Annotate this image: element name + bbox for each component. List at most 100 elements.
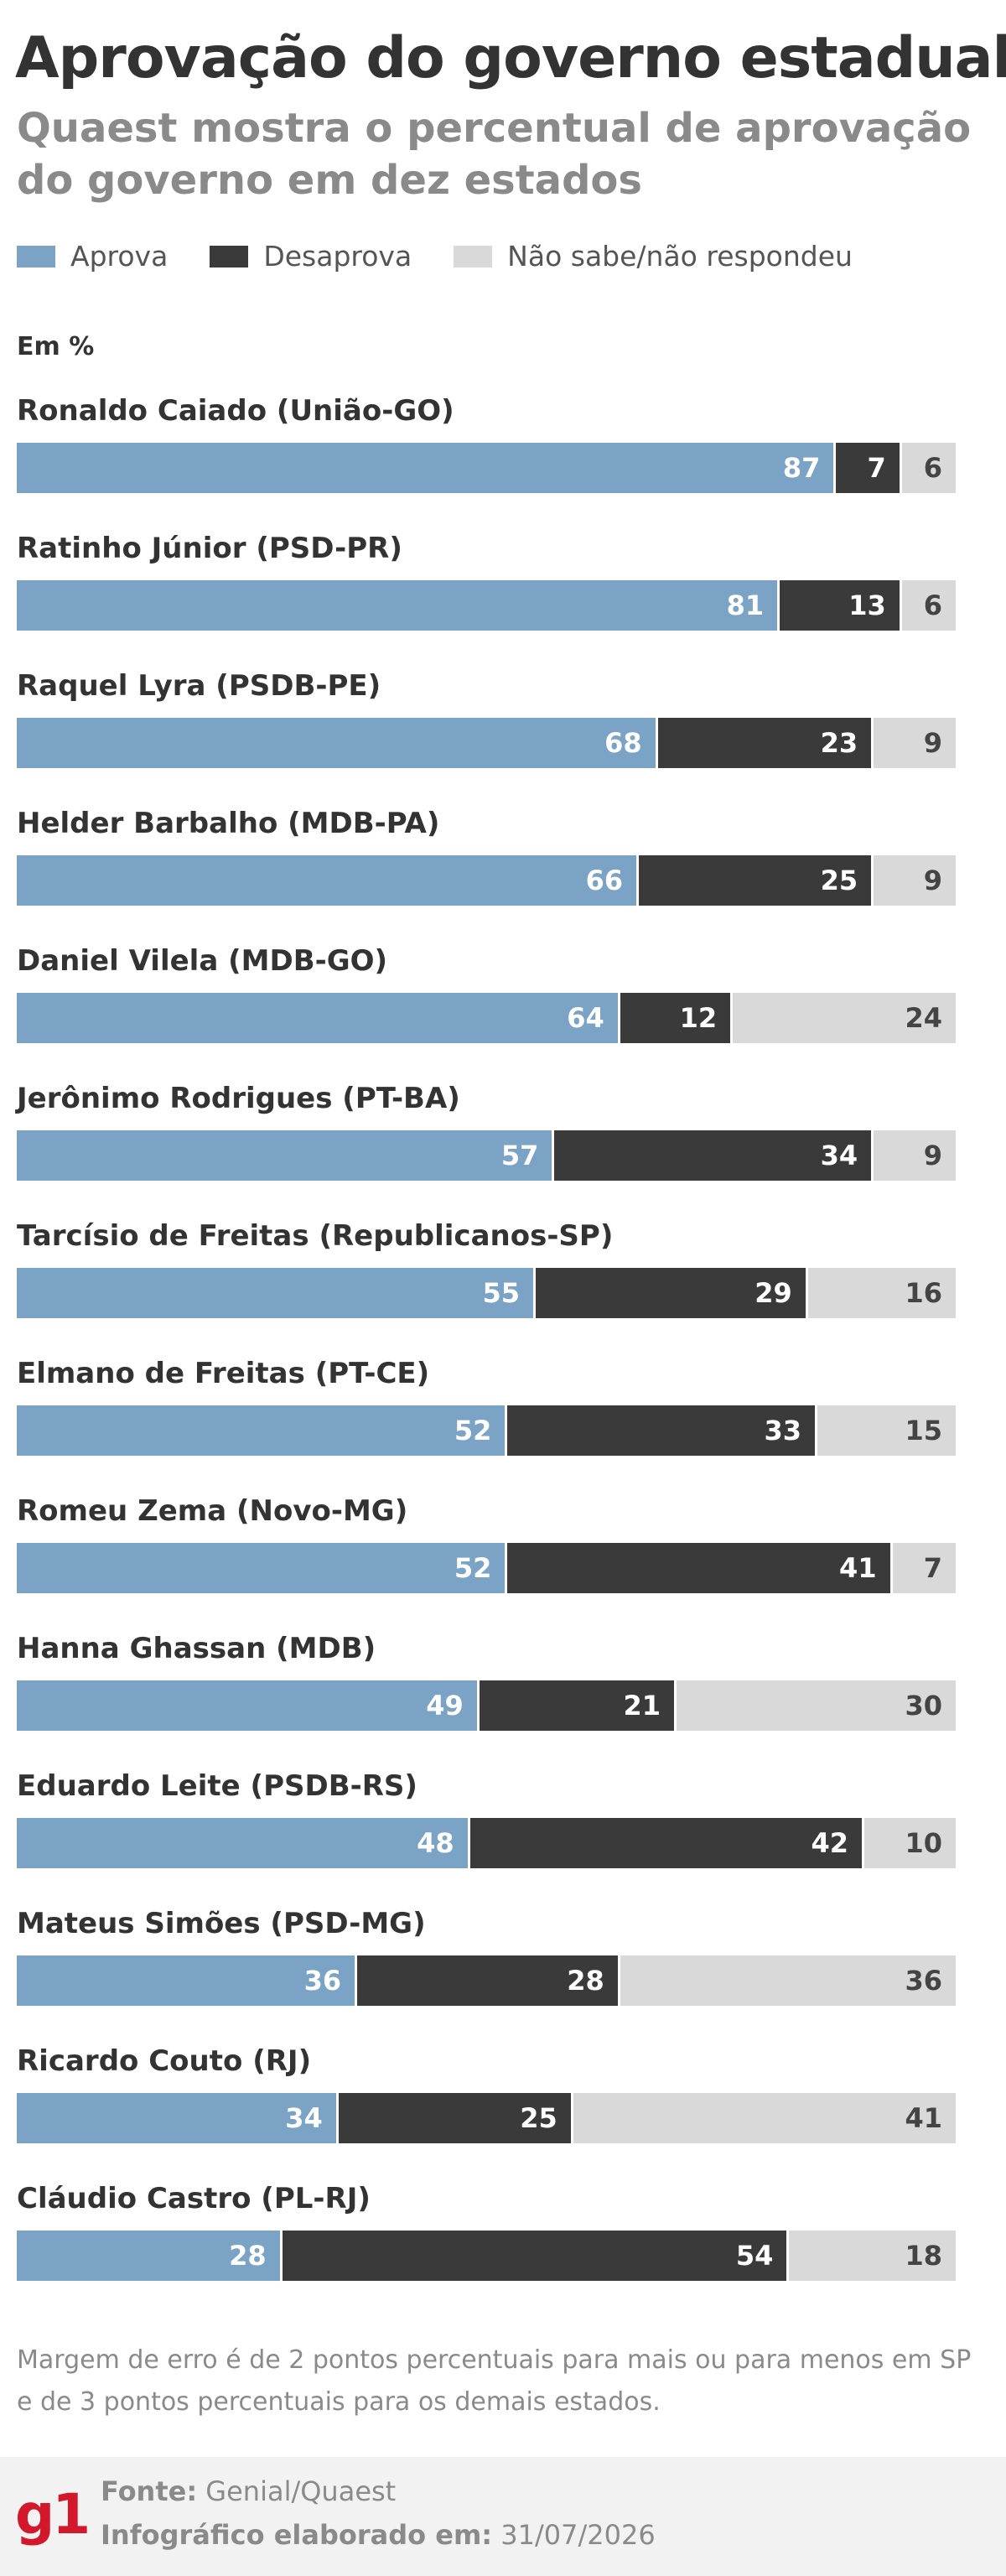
- legend-label-approve: Aprova: [70, 240, 169, 273]
- chart-row: Cláudio Castro (PL-RJ) 28 54 18: [17, 2182, 956, 2319]
- bar-disapprove: 42: [467, 1818, 862, 1868]
- legend-swatch-approve: [17, 245, 55, 267]
- stacked-bar: 68 23 9: [17, 718, 956, 768]
- data-label: 10: [905, 1827, 942, 1859]
- chart-row: Helder Barbalho (MDB-PA) 66 25 9: [17, 807, 956, 944]
- category-label: Elmano de Freitas (PT-CE): [17, 1357, 430, 1390]
- data-label: 48: [417, 1827, 454, 1859]
- chart-row: Elmano de Freitas (PT-CE) 52 33 15: [17, 1357, 956, 1494]
- chart-row: Hanna Ghassan (MDB) 49 21 30: [17, 1632, 956, 1769]
- category-label: Ricardo Couto (RJ): [17, 2044, 312, 2078]
- bar-approve: 28: [17, 2231, 280, 2281]
- bar-unknown: 30: [673, 1680, 956, 1731]
- bar-disapprove: 34: [552, 1130, 872, 1181]
- data-label: 9: [923, 865, 942, 896]
- data-label: 9: [923, 1140, 942, 1171]
- bar-approve: 48: [17, 1818, 468, 1868]
- bar-approve: 49: [17, 1680, 477, 1731]
- bar-disapprove: 13: [777, 580, 900, 631]
- category-label: Tarcísio de Freitas (Republicanos-SP): [17, 1219, 614, 1253]
- data-label: 30: [905, 1690, 942, 1722]
- category-label: Helder Barbalho (MDB-PA): [17, 807, 440, 840]
- bar-disapprove: 29: [533, 1268, 806, 1318]
- bar-unknown: 7: [889, 1543, 956, 1593]
- bar-unknown: 9: [871, 718, 956, 768]
- category-label: Cláudio Castro (PL-RJ): [17, 2182, 371, 2215]
- data-label: 25: [820, 865, 858, 896]
- bar-disapprove: 54: [279, 2231, 787, 2281]
- bar-disapprove: 23: [655, 718, 872, 768]
- legend-swatch-disapprove: [210, 245, 249, 267]
- category-label: Raquel Lyra (PSDB-PE): [17, 669, 381, 703]
- source-value: Genial/Quaest: [205, 2475, 397, 2507]
- legend-swatch-unknown: [454, 245, 493, 267]
- legend-label-unknown: Não sabe/não respondeu: [507, 240, 853, 273]
- data-label: 64: [567, 1002, 604, 1034]
- data-label: 52: [454, 1415, 492, 1446]
- bar-disapprove: 21: [476, 1680, 674, 1731]
- source-line: Fonte: Genial/Quaest: [101, 2475, 396, 2507]
- margin-of-error-note: Margem de erro é de 2 pontos percentuais…: [17, 2345, 972, 2417]
- category-label: Romeu Zema (Novo-MG): [17, 1494, 408, 1528]
- chart-row: Jerônimo Rodrigues (PT-BA) 57 34 9: [17, 1082, 956, 1219]
- category-label: Ronaldo Caiado (União-GO): [17, 394, 454, 428]
- bar-unknown: 6: [899, 580, 956, 631]
- legend: Aprova Desaprova Não sabe/não respondeu: [17, 240, 895, 273]
- data-label: 9: [923, 727, 942, 759]
- stacked-bar: 66 25 9: [17, 855, 956, 906]
- data-label: 34: [285, 2102, 323, 2134]
- data-label: 33: [764, 1415, 801, 1446]
- data-label: 18: [905, 2240, 942, 2272]
- data-label: 41: [839, 1552, 877, 1584]
- data-label: 25: [520, 2102, 557, 2134]
- bar-disapprove: 25: [636, 855, 872, 906]
- chart-title: Aprovação do governo estadual: [15, 25, 1006, 91]
- source-label: Fonte:: [101, 2475, 198, 2507]
- data-label: 52: [454, 1552, 492, 1584]
- bar-approve: 36: [17, 1955, 355, 2006]
- data-label: 87: [782, 452, 821, 484]
- bar-unknown: 9: [871, 1130, 956, 1181]
- data-label: 7: [867, 452, 886, 484]
- bar-approve: 55: [17, 1268, 533, 1318]
- stacked-bar: 34 25 41: [17, 2093, 956, 2143]
- data-label: 42: [811, 1827, 848, 1859]
- stacked-bar: 52 41 7: [17, 1543, 956, 1593]
- date-line: Infográfico elaborado em: 31/07/2026: [101, 2519, 656, 2551]
- stacked-bar: 57 34 9: [17, 1130, 956, 1181]
- category-label: Hanna Ghassan (MDB): [17, 1632, 376, 1665]
- bar-unknown: 10: [861, 1818, 956, 1868]
- bar-disapprove: 12: [617, 993, 731, 1043]
- stacked-bar: 48 42 10: [17, 1818, 956, 1868]
- data-label: 7: [923, 1552, 942, 1584]
- data-label: 21: [623, 1690, 661, 1722]
- stacked-bar: 81 13 6: [17, 580, 956, 631]
- category-label: Daniel Vilela (MDB-GO): [17, 944, 388, 978]
- data-label: 6: [923, 589, 942, 621]
- date-value: 31/07/2026: [500, 2519, 656, 2551]
- bar-unknown: 15: [814, 1405, 956, 1456]
- data-label: 68: [604, 727, 642, 759]
- bar-approve: 81: [17, 580, 778, 631]
- bar-approve: 66: [17, 855, 637, 906]
- bar-approve: 52: [17, 1543, 506, 1593]
- category-label: Ratinho Júnior (PSD-PR): [17, 532, 402, 565]
- legend-item-disapprove: Desaprova: [210, 240, 412, 273]
- stacked-bar: 49 21 30: [17, 1680, 956, 1731]
- legend-label-disapprove: Desaprova: [263, 240, 412, 273]
- g1-logo: g1: [15, 2482, 91, 2547]
- data-label: 28: [229, 2240, 267, 2272]
- bar-unknown: 16: [805, 1268, 956, 1318]
- unit-label: Em %: [17, 332, 95, 361]
- data-label: 29: [754, 1277, 792, 1309]
- bar-unknown: 36: [617, 1955, 956, 2006]
- legend-item-approve: Aprova: [17, 240, 168, 273]
- chart-row: Ronaldo Caiado (União-GO) 87 7 6: [17, 394, 956, 532]
- bar-approve: 68: [17, 718, 656, 768]
- category-label: Mateus Simões (PSD-MG): [17, 1907, 426, 1940]
- bar-unknown: 18: [786, 2231, 956, 2281]
- stacked-bar: 36 28 36: [17, 1955, 956, 2006]
- bar-disapprove: 41: [505, 1543, 890, 1593]
- chart-row: Tarcísio de Freitas (Republicanos-SP) 55 2…: [17, 1219, 956, 1357]
- data-label: 36: [905, 1965, 942, 1997]
